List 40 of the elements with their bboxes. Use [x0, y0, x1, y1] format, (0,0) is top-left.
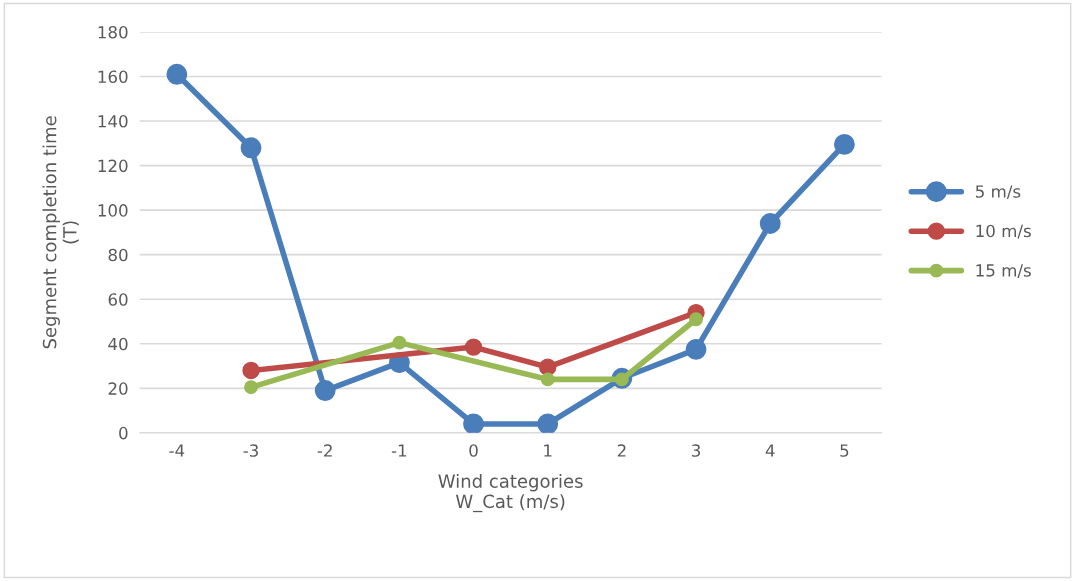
x-axis-title: Wind categories W_Cat (m/s) — [438, 473, 583, 513]
x-tick-label: 0 — [469, 444, 478, 457]
x-tick-label: 3 — [692, 444, 701, 457]
x-tick-label: -2 — [317, 444, 332, 457]
x-tick-label: 1 — [544, 444, 552, 457]
x-tick-label: -4 — [169, 444, 185, 457]
point — [166, 63, 188, 85]
legend-label: 15 m/s — [976, 264, 1031, 279]
point — [242, 361, 260, 380]
y-tick-label: 80 — [108, 248, 128, 262]
point — [759, 213, 781, 234]
point — [464, 338, 483, 356]
legend-label: 10 m/s — [976, 224, 1031, 239]
point — [689, 312, 704, 327]
x-tick-label: 2 — [617, 444, 626, 457]
point — [463, 413, 484, 433]
y-tick-label: 120 — [98, 159, 128, 173]
point — [244, 380, 258, 395]
y-tick-label: 0 — [119, 426, 128, 440]
point — [540, 372, 555, 387]
y-axis-title: Segment completion time (T) — [42, 116, 79, 349]
x-tick-label: 4 — [765, 444, 775, 457]
point — [392, 335, 407, 350]
point — [833, 134, 855, 155]
point — [685, 338, 707, 360]
point — [537, 413, 559, 433]
y-tick-label: 20 — [108, 382, 128, 395]
x-tick-label: 5 — [840, 444, 849, 457]
y-tick-label: 40 — [108, 337, 128, 351]
y-tick-label: 140 — [98, 115, 128, 128]
point — [539, 358, 557, 376]
x-tick-label: -3 — [243, 444, 258, 457]
legend-label: 5 m/s — [975, 185, 1021, 200]
y-tick-label: 100 — [98, 204, 128, 217]
x-tick-label: -1 — [391, 444, 407, 457]
point — [240, 137, 262, 159]
y-tick-label: 160 — [98, 70, 128, 84]
y-tick-label: 60 — [108, 293, 128, 306]
point — [314, 380, 336, 401]
y-tick-label: 180 — [98, 25, 128, 39]
